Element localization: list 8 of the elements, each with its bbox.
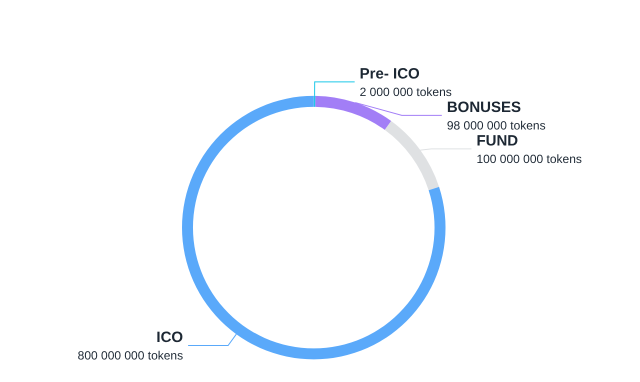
slice-label: ICO [156, 329, 184, 346]
data-label: 2 000 000 tokens [360, 84, 452, 99]
slice-label: BONUSES [446, 98, 522, 116]
data-label: 98 000 000 tokens [446, 118, 546, 132]
slice-label: Pre- ICO [360, 65, 420, 82]
data-label: 800 000 000 tokens [78, 348, 184, 363]
slice-label: FUND [476, 132, 518, 150]
data-label: 100 000 000 tokens [476, 152, 582, 166]
